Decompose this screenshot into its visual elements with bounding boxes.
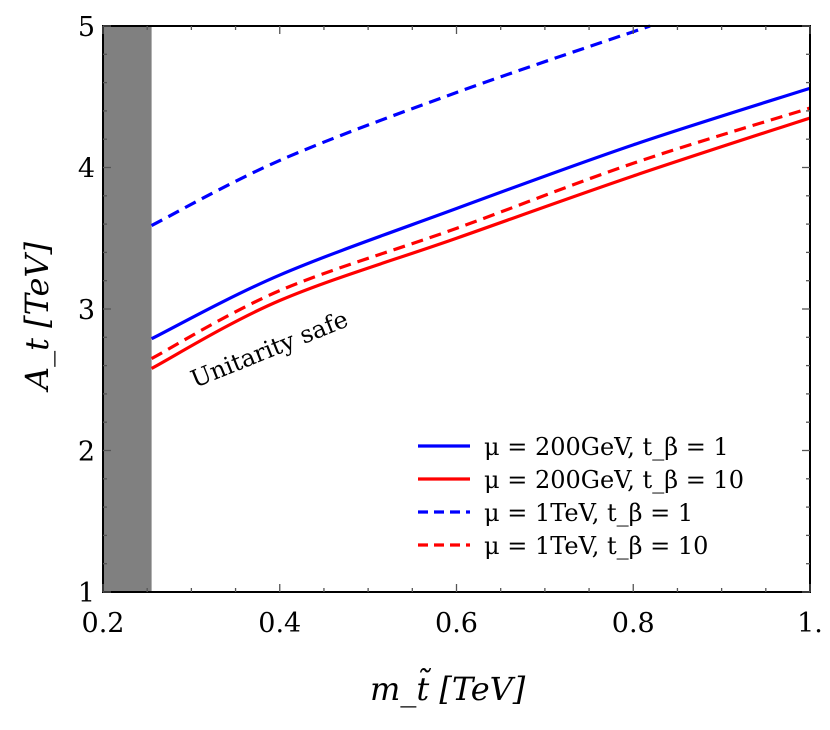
series-line-3: [150, 106, 811, 360]
x-axis-label: m_t̃ [TeV]: [370, 669, 526, 708]
series-line-1: [150, 116, 811, 370]
y-tick-label: 3: [78, 295, 95, 326]
y-axis-label: A_t [TeV]: [18, 241, 56, 393]
annotation-unitarity-safe: Unitarity safe: [187, 305, 352, 394]
legend-label-2: μ = 1TeV, t_β = 1: [484, 499, 693, 527]
series-line-0: [150, 86, 811, 341]
legend-label-3: μ = 1TeV, t_β = 10: [484, 532, 708, 560]
x-tick-label: 0.8: [612, 608, 655, 639]
excluded-region: [103, 26, 152, 592]
legend-label-0: μ = 200GeV, t_β = 1: [484, 433, 729, 461]
x-tick-label: 0.4: [258, 608, 301, 639]
x-tick-label: 0.6: [435, 608, 478, 639]
y-tick-label: 4: [78, 154, 95, 185]
y-tick-label: 1: [78, 578, 95, 609]
series-line-2: [150, 24, 651, 227]
x-tick-label: 1.: [797, 608, 823, 639]
x-tick-label: 0.2: [82, 608, 125, 639]
legend-label-1: μ = 200GeV, t_β = 10: [484, 466, 744, 494]
y-tick-label: 2: [78, 437, 95, 468]
y-tick-label: 5: [78, 12, 95, 43]
